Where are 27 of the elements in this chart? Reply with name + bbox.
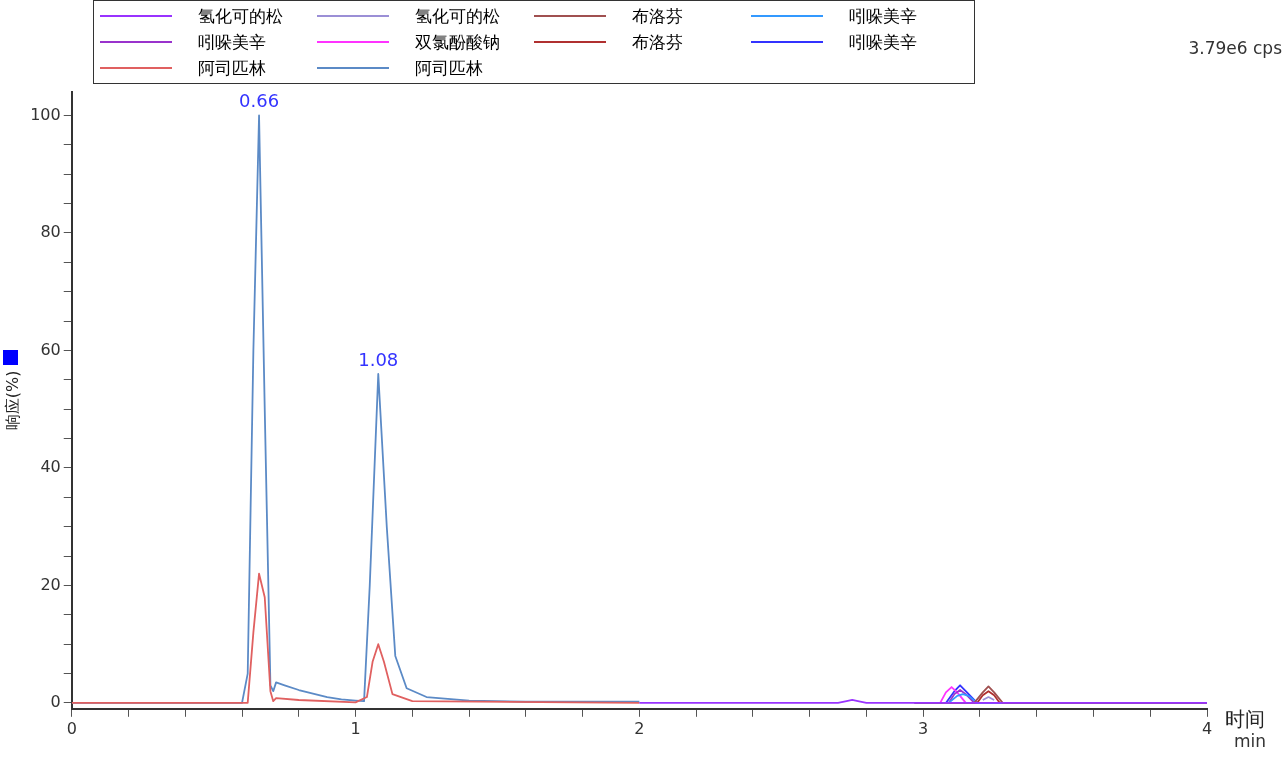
y-tick-label: 80 (40, 222, 61, 242)
annotation: 0.66 (239, 90, 280, 112)
annotation: 1.08 (358, 348, 399, 370)
x-tick-label: 1 (350, 718, 361, 738)
legend-label: 双氯酚酸钠 (415, 31, 500, 54)
legend-label: 阿司匹林 (198, 57, 266, 80)
text: min (1233, 730, 1267, 751)
x-tick-label: 0 (66, 718, 77, 738)
y-tick-label: 60 (40, 339, 61, 359)
legend-label: 阿司匹林 (415, 57, 483, 80)
y-tick-label: 40 (40, 457, 61, 477)
legend-label: 吲哚美辛 (849, 31, 917, 54)
y-tick-label: 20 (40, 574, 61, 594)
x-axis-title: 时间 (1225, 707, 1265, 731)
legend-label: 布洛芬 (632, 31, 683, 54)
legend-label: 吲哚美辛 (849, 5, 917, 28)
legend-label: 布洛芬 (632, 5, 683, 28)
legend-label: 吲哚美辛 (198, 31, 266, 54)
legend-label: 氢化可的松 (415, 5, 500, 28)
text: 3.79e6 cps (1188, 37, 1283, 58)
x-tick-label: 4 (1201, 718, 1213, 738)
y-axis-title: 响应(%) (2, 370, 22, 431)
x-tick-label: 2 (634, 718, 645, 738)
legend-label: 氢化可的松 (198, 5, 283, 28)
y-tick-label: 100 (30, 104, 61, 124)
y-tick-label: 0 (50, 692, 61, 712)
x-tick-label: 3 (918, 718, 929, 738)
